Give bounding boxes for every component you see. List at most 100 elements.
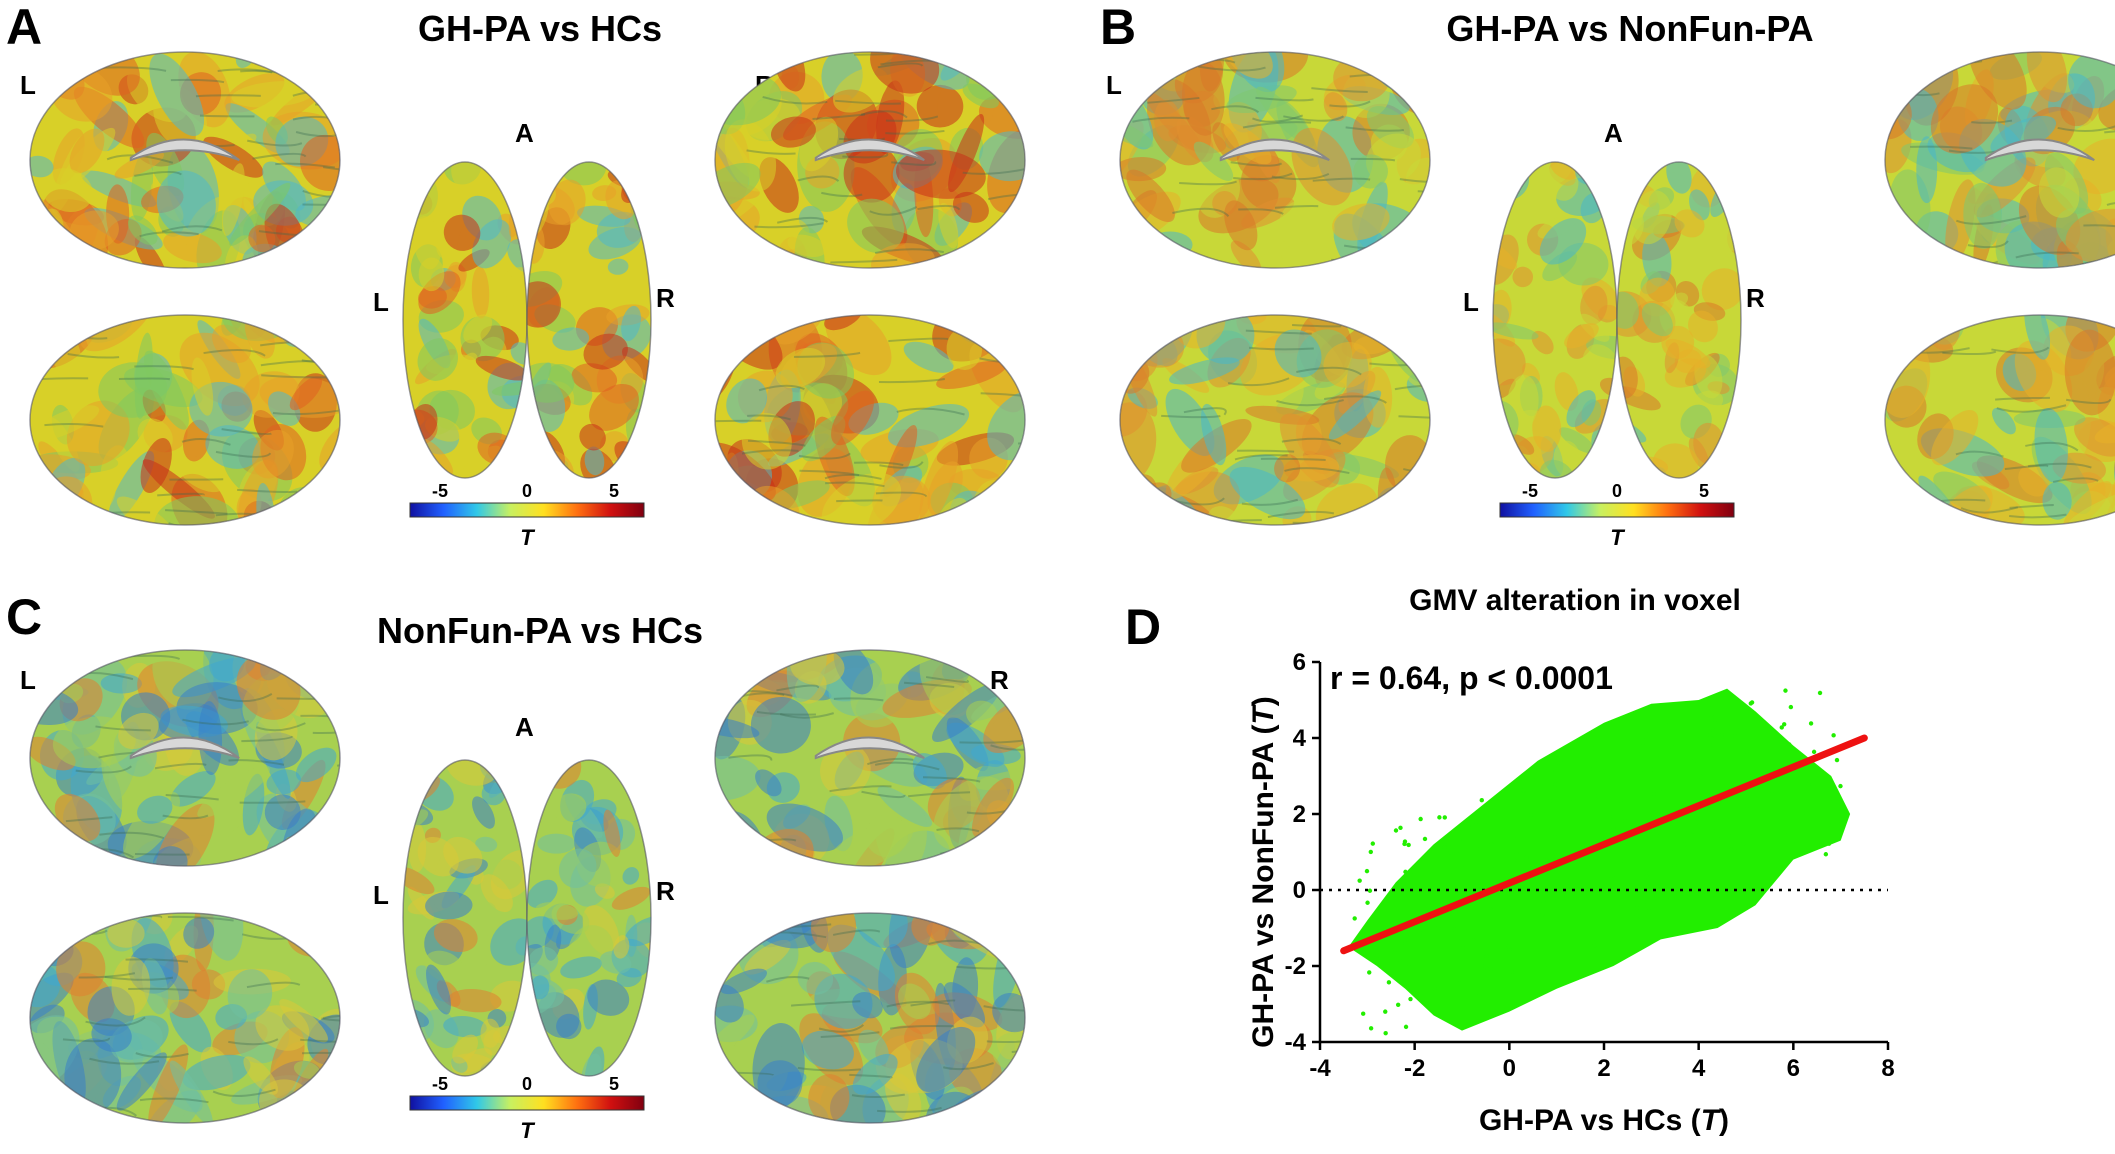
scatter-point: [1696, 708, 1702, 713]
scatter-point: [1638, 881, 1644, 887]
scatter-point: [1408, 996, 1413, 1002]
scatter-point: [1647, 871, 1652, 876]
scatter-point: [1512, 857, 1517, 863]
scatter-point: [1357, 878, 1362, 883]
scatter-point: [1524, 855, 1529, 861]
scatter-point: [1781, 722, 1787, 727]
scatter-point: [1808, 721, 1814, 726]
panel-letter-b: B: [1100, 0, 1137, 55]
scatter-point: [1595, 794, 1601, 799]
scatter-point: [1485, 966, 1490, 972]
scatter-point: [1552, 835, 1558, 840]
scatter-point: [1711, 888, 1716, 893]
scatter-point: [1741, 841, 1746, 847]
y-tick-label: 4: [1293, 725, 1307, 752]
scatter-point: [1638, 751, 1644, 757]
scatter-point: [1489, 863, 1495, 868]
scatter-point: [1622, 858, 1627, 863]
y-tick-label: 2: [1293, 801, 1306, 828]
scatter-point: [1723, 735, 1728, 740]
scatter-point: [1711, 892, 1717, 897]
scatter-point: [1712, 717, 1718, 722]
scatter-point: [1698, 774, 1704, 779]
scatter-point: [1695, 820, 1701, 825]
scatter-point: [1561, 930, 1566, 935]
scatter-point: [1612, 876, 1618, 881]
panel-a-left-medial-brain: [29, 51, 341, 269]
y-tick-label: -4: [1285, 1029, 1307, 1056]
scatter-point: [1838, 821, 1844, 827]
scatter-point: [1691, 829, 1696, 834]
scatter-point: [1709, 702, 1715, 708]
scatter-point: [1669, 744, 1675, 750]
scatter-point: [1540, 912, 1545, 917]
scatter-point: [1534, 775, 1539, 780]
scatter-point: [1585, 864, 1590, 870]
scatter-point: [1546, 828, 1551, 833]
panel-c-right-label: R: [990, 665, 1009, 695]
scatter-point: [1422, 991, 1427, 996]
scatter-point: [1782, 831, 1787, 837]
scatter-point: [1633, 911, 1639, 917]
scatter-point: [1733, 766, 1739, 772]
scatter-point: [1399, 898, 1404, 904]
panel-b-colorbar-tick-1: 0: [1612, 481, 1622, 501]
scatter-point: [1729, 833, 1735, 839]
scatter-point: [1668, 846, 1674, 851]
scatter-point: [1392, 950, 1397, 955]
panel-c-axial-left-label: L: [373, 880, 389, 910]
panel-a-colorbar-label: T: [520, 525, 535, 550]
scatter-point: [1737, 797, 1743, 803]
scatter-point: [1432, 986, 1437, 991]
scatter-point: [1360, 1011, 1366, 1016]
scatter-point: [1817, 690, 1823, 696]
scatter-point: [1715, 787, 1721, 792]
scatter-point: [1707, 742, 1712, 748]
scatter-point: [1783, 740, 1788, 745]
scatter-point: [1806, 782, 1811, 787]
scatter-point: [1592, 943, 1597, 948]
panel-a-axial-right-label: R: [656, 283, 675, 313]
scatter-point: [1661, 787, 1666, 793]
scatter-point: [1617, 905, 1623, 910]
scatter-point: [1528, 812, 1534, 818]
scatter-point: [1712, 733, 1718, 739]
scatter-point: [1609, 774, 1614, 780]
scatter-point: [1567, 877, 1573, 883]
scatter-point: [1734, 727, 1740, 733]
scatter-point: [1650, 811, 1655, 816]
scatter-point: [1595, 757, 1600, 762]
scatter-point: [1406, 842, 1411, 848]
panel-b-axial-right-label: R: [1746, 283, 1765, 313]
scatter-point: [1452, 927, 1457, 932]
panel-c-axial-right-label: R: [656, 876, 675, 906]
scatter-point: [1549, 768, 1554, 774]
scatter-point: [1482, 821, 1487, 826]
scatter-point: [1505, 895, 1511, 900]
x-tick-label: 4: [1692, 1055, 1706, 1082]
scatter-point: [1647, 731, 1652, 736]
scatter-point: [1465, 925, 1471, 930]
scatter-point: [1509, 969, 1515, 974]
x-tick-label: 8: [1881, 1055, 1894, 1082]
scatter-point: [1644, 899, 1650, 904]
scatter-point: [1383, 1030, 1388, 1036]
panel-letter-d: D: [1125, 599, 1162, 655]
scatter-point: [1671, 884, 1676, 890]
panel-letter-c: C: [6, 589, 43, 645]
scatter-point: [1711, 878, 1716, 883]
scatter-point: [1747, 830, 1753, 836]
scatter-point: [1455, 938, 1460, 943]
scatter-point: [1456, 981, 1462, 986]
scatter-point: [1719, 733, 1724, 738]
y-tick-label: 0: [1293, 877, 1306, 904]
scatter-point: [1478, 846, 1483, 852]
panel-a-left-label: L: [20, 70, 36, 100]
panel-b-colorbar-tick-2: 5: [1699, 481, 1709, 501]
scatter-point: [1565, 835, 1570, 841]
scatter-point: [1811, 749, 1817, 755]
scatter-point: [1558, 808, 1564, 814]
scatter-point: [1564, 793, 1569, 799]
scatter-point: [1667, 897, 1673, 903]
